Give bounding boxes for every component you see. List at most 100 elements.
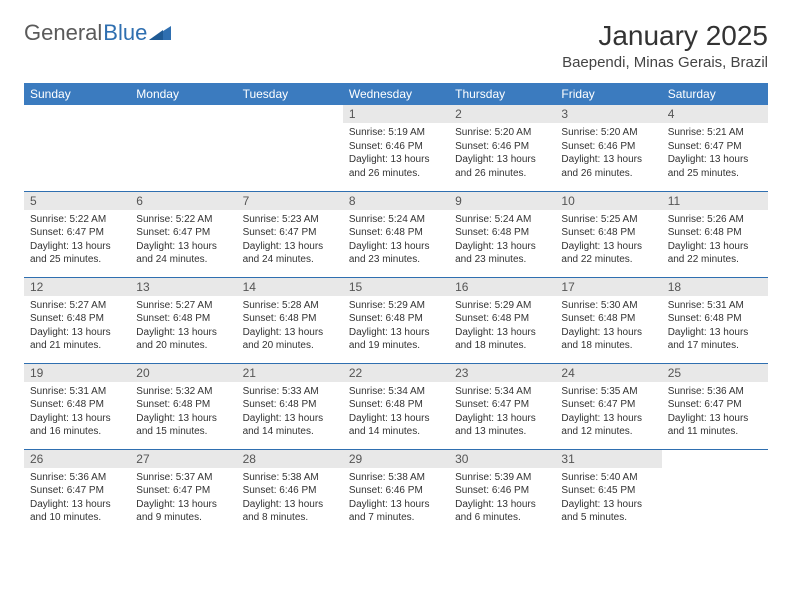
day-number: 2: [449, 105, 555, 123]
day-number: 18: [662, 278, 768, 296]
calendar-cell: 29Sunrise: 5:38 AMSunset: 6:46 PMDayligh…: [343, 449, 449, 535]
calendar-cell: 9Sunrise: 5:24 AMSunset: 6:48 PMDaylight…: [449, 191, 555, 277]
calendar-cell: [24, 105, 130, 191]
day-number: 9: [449, 192, 555, 210]
day-number: 16: [449, 278, 555, 296]
calendar-cell: 3Sunrise: 5:20 AMSunset: 6:46 PMDaylight…: [555, 105, 661, 191]
calendar-cell: [130, 105, 236, 191]
day-number: 23: [449, 364, 555, 382]
day-details: Sunrise: 5:35 AMSunset: 6:47 PMDaylight:…: [555, 382, 661, 443]
month-title: January 2025: [562, 20, 768, 52]
day-details: Sunrise: 5:27 AMSunset: 6:48 PMDaylight:…: [130, 296, 236, 357]
logo-text-gray: General: [24, 20, 102, 46]
day-number: 17: [555, 278, 661, 296]
day-number: 26: [24, 450, 130, 468]
day-number: 29: [343, 450, 449, 468]
day-details: Sunrise: 5:34 AMSunset: 6:47 PMDaylight:…: [449, 382, 555, 443]
calendar-week-row: 1Sunrise: 5:19 AMSunset: 6:46 PMDaylight…: [24, 105, 768, 191]
logo-triangle-icon: [149, 22, 171, 40]
logo: GeneralBlue: [24, 20, 171, 46]
day-number: 19: [24, 364, 130, 382]
location: Baependi, Minas Gerais, Brazil: [562, 54, 768, 71]
calendar-cell: 5Sunrise: 5:22 AMSunset: 6:47 PMDaylight…: [24, 191, 130, 277]
weekday-header: Thursday: [449, 83, 555, 105]
calendar-cell: 8Sunrise: 5:24 AMSunset: 6:48 PMDaylight…: [343, 191, 449, 277]
day-number: 7: [237, 192, 343, 210]
day-details: Sunrise: 5:21 AMSunset: 6:47 PMDaylight:…: [662, 123, 768, 184]
calendar-cell: 2Sunrise: 5:20 AMSunset: 6:46 PMDaylight…: [449, 105, 555, 191]
day-details: Sunrise: 5:29 AMSunset: 6:48 PMDaylight:…: [449, 296, 555, 357]
day-details: Sunrise: 5:26 AMSunset: 6:48 PMDaylight:…: [662, 210, 768, 271]
day-number: 14: [237, 278, 343, 296]
weekday-header: Sunday: [24, 83, 130, 105]
day-number: 31: [555, 450, 661, 468]
calendar-cell: 20Sunrise: 5:32 AMSunset: 6:48 PMDayligh…: [130, 363, 236, 449]
calendar-cell: 7Sunrise: 5:23 AMSunset: 6:47 PMDaylight…: [237, 191, 343, 277]
day-number: 3: [555, 105, 661, 123]
day-details: Sunrise: 5:39 AMSunset: 6:46 PMDaylight:…: [449, 468, 555, 529]
day-number: 4: [662, 105, 768, 123]
calendar-cell: 28Sunrise: 5:38 AMSunset: 6:46 PMDayligh…: [237, 449, 343, 535]
day-details: Sunrise: 5:31 AMSunset: 6:48 PMDaylight:…: [662, 296, 768, 357]
weekday-header: Monday: [130, 83, 236, 105]
day-number: 22: [343, 364, 449, 382]
day-number: 1: [343, 105, 449, 123]
day-number: 20: [130, 364, 236, 382]
calendar-cell: 22Sunrise: 5:34 AMSunset: 6:48 PMDayligh…: [343, 363, 449, 449]
day-number: 11: [662, 192, 768, 210]
calendar-week-row: 5Sunrise: 5:22 AMSunset: 6:47 PMDaylight…: [24, 191, 768, 277]
calendar-cell: 11Sunrise: 5:26 AMSunset: 6:48 PMDayligh…: [662, 191, 768, 277]
page: GeneralBlue January 2025 Baependi, Minas…: [0, 0, 792, 555]
day-details: Sunrise: 5:25 AMSunset: 6:48 PMDaylight:…: [555, 210, 661, 271]
day-details: Sunrise: 5:29 AMSunset: 6:48 PMDaylight:…: [343, 296, 449, 357]
day-number: 8: [343, 192, 449, 210]
day-number: 28: [237, 450, 343, 468]
calendar-cell: 6Sunrise: 5:22 AMSunset: 6:47 PMDaylight…: [130, 191, 236, 277]
day-number: 24: [555, 364, 661, 382]
day-details: Sunrise: 5:31 AMSunset: 6:48 PMDaylight:…: [24, 382, 130, 443]
day-details: Sunrise: 5:28 AMSunset: 6:48 PMDaylight:…: [237, 296, 343, 357]
day-number: 30: [449, 450, 555, 468]
day-number: 21: [237, 364, 343, 382]
calendar-week-row: 26Sunrise: 5:36 AMSunset: 6:47 PMDayligh…: [24, 449, 768, 535]
calendar-cell: [237, 105, 343, 191]
title-block: January 2025 Baependi, Minas Gerais, Bra…: [562, 20, 768, 71]
calendar-cell: 17Sunrise: 5:30 AMSunset: 6:48 PMDayligh…: [555, 277, 661, 363]
day-details: Sunrise: 5:24 AMSunset: 6:48 PMDaylight:…: [343, 210, 449, 271]
day-details: Sunrise: 5:32 AMSunset: 6:48 PMDaylight:…: [130, 382, 236, 443]
calendar-cell: 25Sunrise: 5:36 AMSunset: 6:47 PMDayligh…: [662, 363, 768, 449]
calendar-body: 1Sunrise: 5:19 AMSunset: 6:46 PMDaylight…: [24, 105, 768, 535]
calendar-cell: 18Sunrise: 5:31 AMSunset: 6:48 PMDayligh…: [662, 277, 768, 363]
day-details: Sunrise: 5:36 AMSunset: 6:47 PMDaylight:…: [24, 468, 130, 529]
calendar-week-row: 12Sunrise: 5:27 AMSunset: 6:48 PMDayligh…: [24, 277, 768, 363]
day-details: Sunrise: 5:34 AMSunset: 6:48 PMDaylight:…: [343, 382, 449, 443]
calendar-cell: 1Sunrise: 5:19 AMSunset: 6:46 PMDaylight…: [343, 105, 449, 191]
weekday-header: Friday: [555, 83, 661, 105]
day-details: Sunrise: 5:20 AMSunset: 6:46 PMDaylight:…: [555, 123, 661, 184]
day-details: Sunrise: 5:19 AMSunset: 6:46 PMDaylight:…: [343, 123, 449, 184]
calendar-cell: 30Sunrise: 5:39 AMSunset: 6:46 PMDayligh…: [449, 449, 555, 535]
calendar-cell: 27Sunrise: 5:37 AMSunset: 6:47 PMDayligh…: [130, 449, 236, 535]
calendar-cell: [662, 449, 768, 535]
day-number: 15: [343, 278, 449, 296]
calendar-cell: 21Sunrise: 5:33 AMSunset: 6:48 PMDayligh…: [237, 363, 343, 449]
day-number: 13: [130, 278, 236, 296]
day-details: Sunrise: 5:40 AMSunset: 6:45 PMDaylight:…: [555, 468, 661, 529]
day-number: 25: [662, 364, 768, 382]
calendar-cell: 10Sunrise: 5:25 AMSunset: 6:48 PMDayligh…: [555, 191, 661, 277]
calendar-cell: 13Sunrise: 5:27 AMSunset: 6:48 PMDayligh…: [130, 277, 236, 363]
day-number: 5: [24, 192, 130, 210]
day-details: Sunrise: 5:36 AMSunset: 6:47 PMDaylight:…: [662, 382, 768, 443]
weekday-header: Tuesday: [237, 83, 343, 105]
calendar-table: SundayMondayTuesdayWednesdayThursdayFrid…: [24, 83, 768, 535]
calendar-cell: 14Sunrise: 5:28 AMSunset: 6:48 PMDayligh…: [237, 277, 343, 363]
day-details: Sunrise: 5:20 AMSunset: 6:46 PMDaylight:…: [449, 123, 555, 184]
day-details: Sunrise: 5:23 AMSunset: 6:47 PMDaylight:…: [237, 210, 343, 271]
calendar-cell: 24Sunrise: 5:35 AMSunset: 6:47 PMDayligh…: [555, 363, 661, 449]
weekday-header: Wednesday: [343, 83, 449, 105]
day-details: Sunrise: 5:24 AMSunset: 6:48 PMDaylight:…: [449, 210, 555, 271]
calendar-cell: 23Sunrise: 5:34 AMSunset: 6:47 PMDayligh…: [449, 363, 555, 449]
day-details: Sunrise: 5:38 AMSunset: 6:46 PMDaylight:…: [237, 468, 343, 529]
calendar-cell: 31Sunrise: 5:40 AMSunset: 6:45 PMDayligh…: [555, 449, 661, 535]
calendar-week-row: 19Sunrise: 5:31 AMSunset: 6:48 PMDayligh…: [24, 363, 768, 449]
